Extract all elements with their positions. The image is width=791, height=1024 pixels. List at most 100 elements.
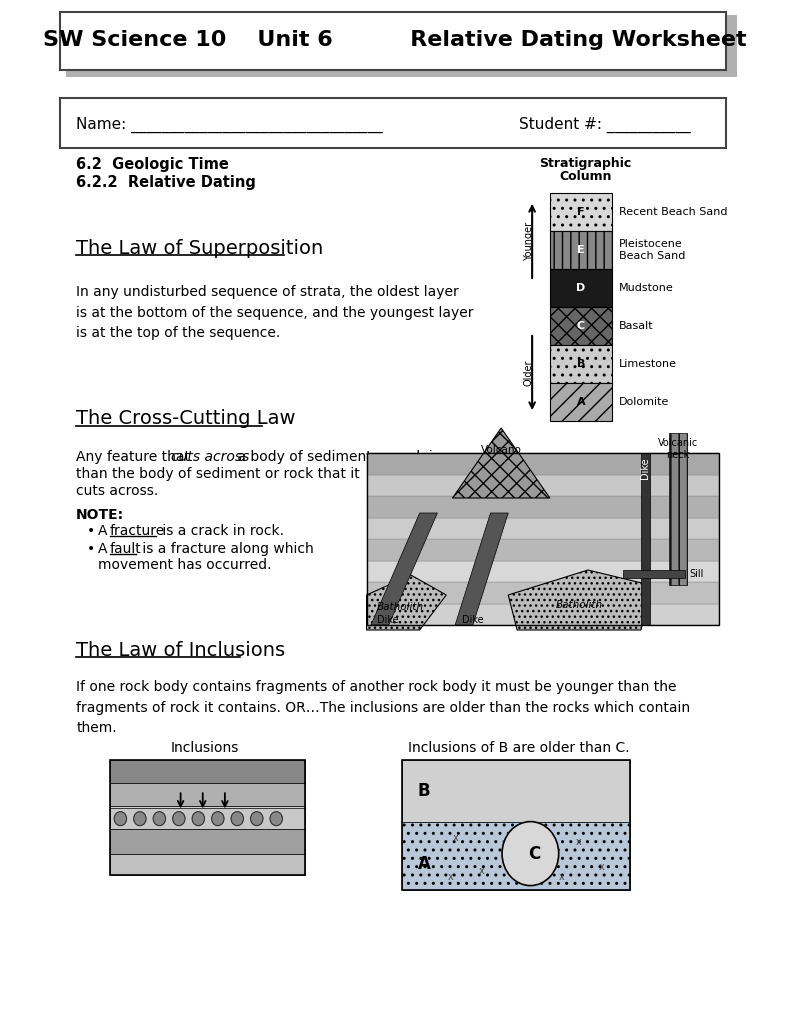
Text: C: C: [528, 845, 540, 862]
Text: Stratigraphic: Stratigraphic: [539, 157, 631, 170]
Text: Inclusions of B are older than C.: Inclusions of B are older than C.: [408, 741, 630, 755]
Text: Dike: Dike: [377, 615, 399, 625]
Text: fracture: fracture: [110, 524, 165, 538]
Circle shape: [192, 812, 205, 825]
Text: A: A: [98, 524, 112, 538]
Text: Volcanic
neck: Volcanic neck: [658, 438, 698, 460]
Text: The Cross-Cutting Law: The Cross-Cutting Law: [76, 409, 296, 427]
Polygon shape: [366, 575, 446, 630]
Text: than the body of sediment or rock that it: than the body of sediment or rock that i…: [76, 467, 360, 481]
Text: Inclusions: Inclusions: [170, 741, 239, 755]
Text: 6.2.2  Relative Dating: 6.2.2 Relative Dating: [76, 174, 256, 189]
Text: Dike: Dike: [641, 457, 650, 479]
Bar: [366, 453, 719, 474]
Text: D: D: [576, 283, 585, 293]
Text: NOTE:: NOTE:: [76, 508, 124, 522]
Polygon shape: [452, 428, 550, 498]
Bar: [550, 345, 611, 383]
Bar: [110, 854, 305, 874]
Bar: [110, 808, 305, 829]
Bar: [550, 307, 611, 345]
Text: Student #: ___________: Student #: ___________: [519, 117, 691, 133]
Text: x: x: [598, 861, 604, 871]
Circle shape: [172, 812, 185, 825]
Bar: [366, 582, 719, 603]
Bar: [669, 433, 687, 585]
Bar: [110, 783, 305, 806]
Text: Batholith: Batholith: [555, 600, 603, 610]
Text: Name: _________________________________: Name: _________________________________: [76, 117, 383, 133]
Text: x: x: [448, 872, 453, 882]
Text: Mudstone: Mudstone: [619, 283, 674, 293]
Circle shape: [502, 821, 558, 886]
Text: F: F: [577, 207, 585, 217]
Polygon shape: [455, 513, 509, 625]
Text: Recent Beach Sand: Recent Beach Sand: [619, 207, 728, 217]
Bar: [402, 760, 630, 822]
Bar: [66, 15, 736, 77]
Text: cuts across: cuts across: [171, 450, 249, 464]
Bar: [366, 560, 719, 582]
Text: Volcano: Volcano: [481, 445, 521, 455]
Text: A: A: [418, 855, 431, 873]
Bar: [366, 539, 719, 560]
Polygon shape: [509, 570, 650, 630]
Text: Older: Older: [524, 359, 534, 386]
Bar: [110, 806, 305, 829]
Text: If one rock body contains fragments of another rock body it must be younger than: If one rock body contains fragments of a…: [76, 680, 691, 735]
Circle shape: [114, 812, 127, 825]
Text: SW Science 10    Unit 6          Relative Dating Worksheet: SW Science 10 Unit 6 Relative Dating Wor…: [43, 30, 747, 50]
Bar: [366, 453, 719, 625]
Text: is a fracture along which: is a fracture along which: [138, 542, 314, 556]
Circle shape: [153, 812, 165, 825]
Text: Any feature that: Any feature that: [76, 450, 195, 464]
Text: B: B: [577, 359, 585, 369]
Text: A: A: [577, 397, 585, 407]
Text: a body of sediment or rock is younger: a body of sediment or rock is younger: [233, 450, 501, 464]
Text: Dolomite: Dolomite: [619, 397, 669, 407]
Text: Batholith: Batholith: [377, 602, 424, 612]
Text: The Law of Inclusions: The Law of Inclusions: [76, 640, 286, 659]
Text: x: x: [576, 837, 582, 847]
Text: Limestone: Limestone: [619, 359, 677, 369]
Text: 6.2  Geologic Time: 6.2 Geologic Time: [76, 158, 229, 172]
Text: The Law of Superposition: The Law of Superposition: [76, 239, 324, 257]
Circle shape: [134, 812, 146, 825]
Text: fault: fault: [110, 542, 142, 556]
Bar: [550, 383, 611, 421]
Text: x: x: [558, 872, 564, 882]
Text: A: A: [98, 542, 112, 556]
Bar: [366, 496, 719, 517]
Circle shape: [231, 812, 244, 825]
Bar: [550, 231, 611, 269]
Bar: [623, 570, 685, 578]
Bar: [110, 829, 305, 854]
Bar: [110, 760, 305, 874]
Text: E: E: [577, 245, 585, 255]
Bar: [550, 269, 611, 307]
Text: C: C: [577, 321, 585, 331]
Circle shape: [270, 812, 282, 825]
Text: •: •: [87, 542, 95, 556]
Text: x: x: [479, 865, 485, 876]
Text: movement has occurred.: movement has occurred.: [98, 558, 272, 572]
Text: In any undisturbed sequence of strata, the oldest layer
is at the bottom of the : In any undisturbed sequence of strata, t…: [76, 285, 474, 340]
Text: is a crack in rock.: is a crack in rock.: [157, 524, 284, 538]
Bar: [366, 474, 719, 496]
Text: Dike: Dike: [462, 615, 484, 625]
Text: •: •: [87, 524, 95, 538]
Circle shape: [212, 812, 224, 825]
Circle shape: [251, 812, 263, 825]
Text: Pleistocene
Beach Sand: Pleistocene Beach Sand: [619, 240, 685, 261]
Bar: [60, 12, 726, 70]
Text: Sill: Sill: [690, 569, 704, 579]
Bar: [110, 760, 305, 783]
Bar: [366, 517, 719, 539]
Text: x: x: [452, 833, 458, 843]
Bar: [366, 603, 719, 625]
Bar: [60, 98, 726, 148]
Text: cuts across.: cuts across.: [76, 484, 158, 498]
Bar: [402, 760, 630, 890]
Polygon shape: [371, 513, 437, 625]
Bar: [641, 453, 650, 625]
